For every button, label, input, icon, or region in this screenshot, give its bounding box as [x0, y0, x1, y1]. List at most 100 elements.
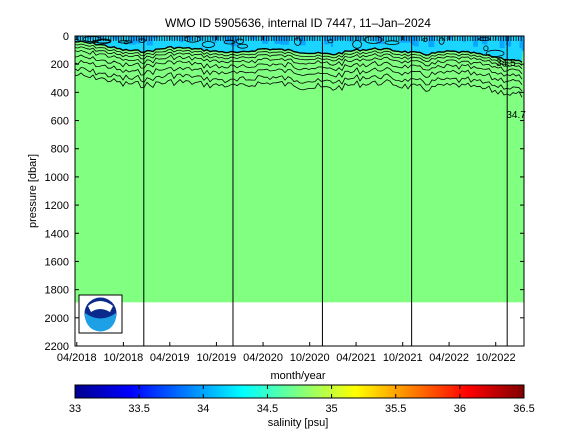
- x-axis: 04/2018 10/2018 04/2019 10/2019 04/2020 10/20…: [57, 36, 516, 364]
- salinity-contour-loop: [92, 39, 111, 44]
- y-tick-label: 800: [51, 144, 69, 156]
- fresher-patch: [199, 36, 204, 41]
- fresher-patch: [462, 36, 466, 43]
- fresher-patch: [187, 36, 194, 41]
- salinity-contour-loop: [223, 39, 236, 45]
- salinity-contour-loop: [352, 40, 363, 49]
- salinity-contours: [75, 36, 523, 98]
- fresher-patch: [114, 36, 120, 40]
- x-tick-label: 04/2021: [336, 352, 376, 364]
- y-tick-label: 200: [51, 59, 69, 71]
- x-tick-label: 10/2019: [197, 352, 237, 364]
- salinity-contour-loop: [117, 40, 133, 44]
- fresher-patch: [501, 36, 504, 46]
- noaa-logo-text: NOAA: [92, 304, 110, 310]
- fresher-patch: [282, 36, 289, 40]
- y-axis-label: pressure [dbar]: [27, 154, 39, 228]
- fresher-patch: [519, 36, 523, 49]
- colorbar-tick-label: 36: [454, 403, 466, 415]
- x-tick-label: 10/2020: [290, 352, 330, 364]
- y-tick-label: 1800: [45, 285, 69, 297]
- colorbar-tick-label: 33.5: [128, 403, 149, 415]
- salinity-contour-loop: [438, 37, 445, 45]
- fresher-patch: [521, 36, 524, 51]
- salinity-contour-line: [75, 72, 523, 98]
- salinity-contour-line: [75, 43, 523, 66]
- salinity-contour-loop: [96, 38, 112, 44]
- fresher-patch: [358, 36, 363, 41]
- x-tick-label: 04/2022: [429, 352, 469, 364]
- x-tick-label: 04/2020: [243, 352, 283, 364]
- fresher-patch: [337, 36, 345, 40]
- colorbar-tick-label: 36.5: [513, 403, 534, 415]
- fresher-patch: [324, 36, 329, 45]
- fresher-patch: [179, 36, 184, 43]
- fresher-patch: [413, 36, 419, 47]
- fresher-patch: [330, 36, 337, 41]
- y-tick-label: 1400: [45, 228, 69, 240]
- salinity-contour-loop: [294, 37, 302, 46]
- y-axis: 0 200 400 600 800 1000 1200 1400 1600 1800 2000 220…: [45, 31, 524, 353]
- x-tick-label: 10/2021: [383, 352, 423, 364]
- contour-label: 34.7: [506, 110, 526, 121]
- fresher-patch: [223, 36, 226, 39]
- salinity-contour-line: [75, 59, 523, 85]
- salinity-contour-line: [75, 54, 523, 80]
- colorbar-label: salinity [psu]: [268, 417, 329, 429]
- colorbar-tick-label: 35: [325, 403, 337, 415]
- salinity-contour-line: [75, 40, 523, 63]
- colorbar-tick-label: 34: [197, 403, 209, 415]
- y-tick-label: 2200: [45, 341, 69, 353]
- salinity-contour-loop: [235, 38, 244, 44]
- fresher-patch: [175, 36, 178, 40]
- chart-title: WMO ID 5905636, internal ID 7447, 11–Jan…: [165, 16, 431, 30]
- contour-labels: 34.5 34.7: [496, 58, 526, 121]
- plot-area: [75, 36, 524, 346]
- salinity-contour-loop: [201, 41, 215, 48]
- y-tick-label: 2000: [45, 313, 69, 325]
- salinity-contour-loop: [485, 49, 505, 58]
- profile-tick-marks: [77, 36, 522, 41]
- fresher-patch: [350, 36, 354, 43]
- contour-label: 34.5: [496, 58, 516, 69]
- y-tick-label: 1200: [45, 200, 69, 212]
- colorbar-axis: 33 33.5 34 34.5 35 35.5 36 36.5: [69, 385, 535, 415]
- fresher-patch: [274, 36, 282, 44]
- salinity-contour-line: [75, 67, 523, 92]
- fresher-patch: [262, 36, 269, 44]
- salinity-contour-loop: [483, 45, 489, 52]
- colorbar-tick-label: 33: [69, 403, 81, 415]
- fresher-patch: [225, 36, 232, 43]
- y-tick-label: 400: [51, 87, 69, 99]
- colorbar-tick-label: 35.5: [385, 403, 406, 415]
- salinity-contour-loop: [75, 38, 80, 43]
- fresher-patch: [146, 36, 153, 46]
- x-tick-label: 04/2018: [57, 352, 97, 364]
- profile-gap-lines: [143, 36, 508, 346]
- x-tick-label: 04/2019: [150, 352, 190, 364]
- fresher-patch: [130, 36, 139, 41]
- y-tick-label: 1600: [45, 256, 69, 268]
- salinity-contour-line: [75, 50, 523, 75]
- y-tick-label: 1000: [45, 172, 69, 184]
- x-tick-label: 10/2022: [476, 352, 516, 364]
- plot-frame: [74, 35, 525, 347]
- fresher-patch: [280, 36, 289, 45]
- salinity-contour-loop: [237, 43, 249, 49]
- x-axis-label: month/year: [270, 370, 325, 382]
- x-tick-label: 10/2018: [104, 352, 144, 364]
- colorbar-tick-label: 34.5: [257, 403, 278, 415]
- salinity-contour-line: [75, 46, 523, 69]
- y-tick-label: 0: [63, 31, 69, 43]
- fresher-patch: [249, 36, 257, 40]
- fresher-patch: [331, 36, 334, 47]
- colorbar: [74, 384, 525, 399]
- main-salinity-field: [75, 36, 524, 303]
- noaa-logo: NOAA: [78, 294, 123, 334]
- fresher-patch: [88, 36, 92, 39]
- salinity-contour-loop: [384, 40, 400, 45]
- salinity-contour-loop: [123, 41, 129, 45]
- y-tick-label: 600: [51, 116, 69, 128]
- fresher-patch: [311, 36, 315, 42]
